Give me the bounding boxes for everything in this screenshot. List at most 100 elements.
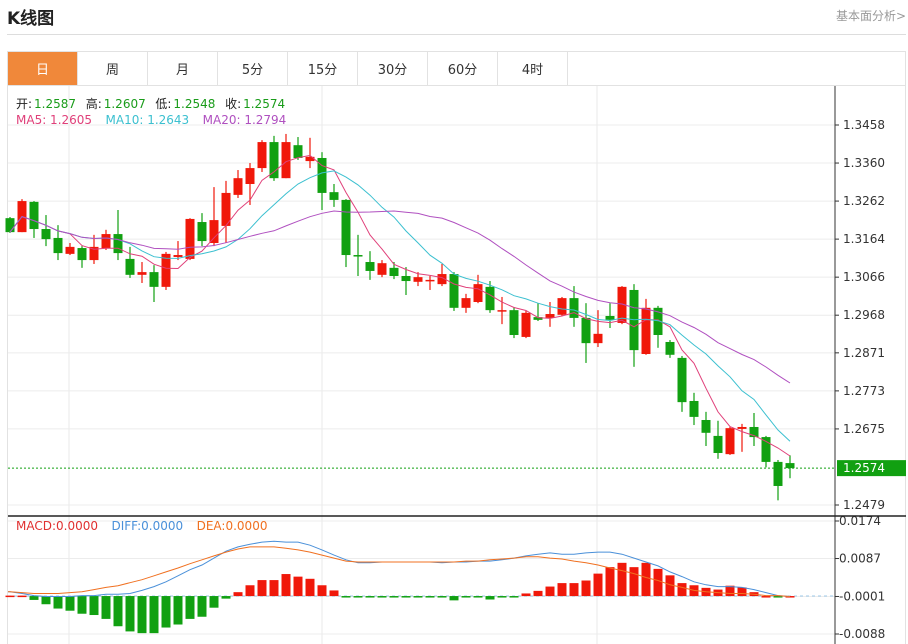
ohlc-legend: 开: 1.2587 高: 1.2607 低: 1.2548 收: 1.2574 [16, 95, 287, 112]
tab-5min[interactable]: 5分 [218, 52, 288, 85]
candle-down [773, 461, 783, 486]
price-tick-label: 1.3360 [843, 156, 885, 170]
macd-tick-label: -0.0088 [839, 627, 885, 641]
open-value: 1.2587 [34, 97, 77, 111]
price-tick-label: 1.3164 [843, 232, 885, 246]
candle-up [137, 272, 147, 275]
divider [7, 34, 906, 35]
macd-bar [593, 573, 603, 597]
candle-down [269, 142, 279, 179]
ma10-line [9, 170, 791, 442]
low-value: 1.2548 [173, 97, 216, 111]
candle-down [653, 307, 663, 335]
macd-bar [5, 595, 15, 598]
candle-down [605, 315, 615, 320]
candle-down [689, 400, 699, 417]
candle-down [41, 229, 51, 240]
candle-down [149, 272, 159, 287]
ma5-value: MA5: 1.2605 [16, 113, 93, 127]
macd-bar [137, 596, 147, 634]
candle-down [197, 222, 207, 242]
candle-up [413, 277, 423, 282]
candle-down [125, 258, 135, 275]
candle-down [365, 262, 375, 271]
candle-down [293, 145, 303, 158]
candle-down [761, 437, 771, 462]
macd-bar [401, 596, 411, 598]
candle-up [233, 178, 243, 195]
macd-bar [113, 596, 123, 627]
macd-bar [665, 575, 675, 597]
tab-month[interactable]: 月 [148, 52, 218, 85]
macd-legend: MACD:0.0000 DIFF:0.0000 DEA:0.0000 [16, 519, 269, 533]
macd-bar [185, 596, 195, 619]
candle-down [329, 192, 339, 200]
candle-down [389, 267, 399, 276]
macd-bar [173, 596, 183, 625]
tab-week[interactable]: 周 [78, 52, 148, 85]
macd-bar [101, 596, 111, 619]
macd-bar [725, 585, 735, 597]
macd-bar [617, 562, 627, 597]
candle-up [545, 314, 555, 318]
candle-down [485, 286, 495, 311]
macd-bar [269, 580, 279, 597]
candle-up [641, 307, 651, 355]
tab-4hour[interactable]: 4时 [498, 52, 568, 85]
macd-bar [557, 583, 567, 597]
candle-down [5, 218, 15, 233]
macd-bar [65, 596, 75, 611]
candle-down [677, 357, 687, 403]
candle-up [461, 298, 471, 308]
candle-up [305, 156, 315, 162]
macd-bar [257, 580, 267, 597]
candle-down [581, 317, 591, 344]
candle-up [473, 284, 483, 302]
dea-value: DEA:0.0000 [196, 519, 268, 533]
price-tick-label: 1.2773 [843, 384, 885, 398]
macd-bar [485, 596, 495, 600]
candle-down [533, 317, 543, 320]
macd-bar [785, 596, 795, 598]
macd-bar [305, 578, 315, 597]
candle-down [749, 426, 759, 438]
page-title: K线图 [7, 9, 55, 29]
macd-value: MACD:0.0000 [16, 519, 99, 533]
tab-15min[interactable]: 15分 [288, 52, 358, 85]
tab-day[interactable]: 日 [8, 52, 78, 85]
macd-bar [245, 585, 255, 597]
fundamental-analysis-link[interactable]: 基本面分析> [835, 9, 906, 23]
candle-up [617, 286, 627, 323]
price-tick-label: 1.3262 [843, 194, 885, 208]
candle-up [725, 428, 735, 455]
candle-up [221, 192, 231, 226]
macd-bar [353, 596, 363, 598]
candle-up [521, 312, 531, 337]
macd-bar [341, 596, 351, 598]
candle-down [665, 341, 675, 355]
macd-bar [329, 590, 339, 597]
current-price-label: 1.2574 [843, 461, 885, 475]
candle-up [209, 220, 219, 243]
macd-bar [533, 590, 543, 597]
macd-bar [125, 596, 135, 632]
candle-up [557, 298, 567, 315]
macd-bar [389, 596, 399, 598]
high-value: 1.2607 [103, 97, 146, 111]
candle-up [737, 426, 747, 429]
price-tick-label: 1.2675 [843, 422, 885, 436]
chart-frame [7, 86, 906, 644]
macd-bar [521, 593, 531, 597]
tab-60min[interactable]: 60分 [428, 52, 498, 85]
candle-down [53, 237, 63, 254]
macd-bar [29, 596, 39, 600]
candle-down [353, 255, 363, 257]
macd-bar [437, 596, 447, 598]
tab-30min[interactable]: 30分 [358, 52, 428, 85]
candle-up [161, 253, 171, 287]
candle-up [101, 234, 111, 249]
macd-bar [53, 596, 63, 609]
macd-bar [461, 596, 471, 598]
macd-bar [677, 583, 687, 597]
